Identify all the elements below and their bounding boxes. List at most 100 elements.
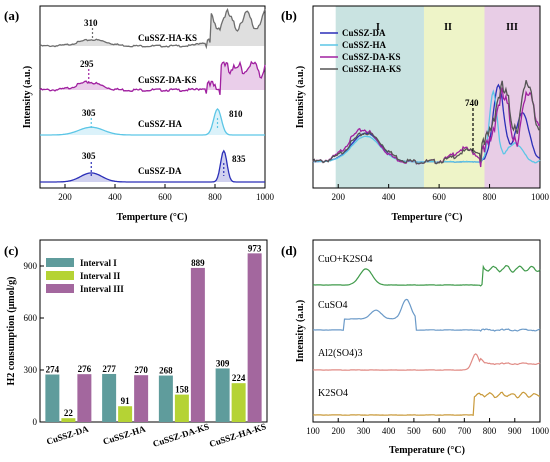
bar xyxy=(45,374,60,422)
xtick-label: 100 xyxy=(306,426,320,436)
legend-swatch-interval-i xyxy=(46,258,74,267)
legend-label-ha-ks: CuSSZ-HA-KS xyxy=(342,64,401,74)
curve-line xyxy=(39,7,266,50)
bar-value-label: 276 xyxy=(78,364,92,374)
panel-b-regions xyxy=(335,6,540,188)
panel-d-xticks: 100 200 300 400 500 600 700 800 900 1000 xyxy=(306,418,550,436)
region-label-ii: II xyxy=(444,22,452,33)
label-cuo-k2so4: CuO+K2SO4 xyxy=(318,254,373,265)
legend-label-ha: CuSSZ-HA xyxy=(342,40,387,50)
bar xyxy=(118,406,133,422)
panel-d: (d) Intensity (a.u.) Temperature (°C) 10… xyxy=(281,239,550,456)
xtick-label: 200 xyxy=(58,192,72,202)
annotation-740: 740 xyxy=(465,98,479,108)
panel-d-ylabel: Intensity (a.u.) xyxy=(295,300,306,363)
bar xyxy=(190,267,205,422)
region-band xyxy=(335,6,424,188)
xtick-label: 400 xyxy=(382,426,396,436)
bar-value-label: 973 xyxy=(248,243,262,253)
label-al2so43: Al2(SO4)3 xyxy=(318,348,362,359)
bar-value-label: 309 xyxy=(216,358,230,368)
curve-line xyxy=(39,60,266,95)
legend-swatch-interval-iii xyxy=(46,284,74,293)
curve-line xyxy=(312,264,541,287)
panel-b-legend: CuSSZ-DA CuSSZ-HA CuSSZ-DA-KS CuSSZ-HA-K… xyxy=(320,28,401,74)
curve-line xyxy=(312,80,541,165)
panel-a-ylabel: Intensity (a.u.) xyxy=(22,66,33,129)
region-band xyxy=(423,6,485,188)
panel-c: (c) H2 consumption (μmol/g) 0 300 600 900 2… xyxy=(4,239,268,449)
ytick-label: 600 xyxy=(24,313,38,323)
xtick-label: 600 xyxy=(158,192,172,202)
series-label-ha: CuSSZ-HA xyxy=(138,119,183,129)
legend-label-interval-i: Interval I xyxy=(80,258,117,268)
region-label-iii: III xyxy=(506,22,518,33)
bar-value-label: 268 xyxy=(159,366,173,376)
panel-a-frame xyxy=(39,5,266,189)
panel-b-curves xyxy=(312,80,541,168)
panel-d-frame xyxy=(312,239,541,423)
panel-d-curves xyxy=(312,264,541,416)
series-label-ha-ks: CuSSZ-HA-KS xyxy=(138,33,197,43)
xtick-label: 1000 xyxy=(531,426,550,436)
peak-label-305-ha: 305 xyxy=(82,108,96,118)
bar-value-label: 91 xyxy=(121,396,131,406)
bar-value-label: 277 xyxy=(102,364,116,374)
curve-fill xyxy=(40,109,265,135)
bar xyxy=(158,375,173,422)
panel-a-label: (a) xyxy=(4,8,19,23)
xtick-label: 800 xyxy=(483,426,497,436)
xtick-label: 200 xyxy=(331,426,345,436)
label-k2so4: K2SO4 xyxy=(318,388,348,399)
panel-c-ylabel: H2 consumption (μmol/g) xyxy=(6,276,17,385)
panel-a-xlabel: Temperture (°C) xyxy=(117,212,188,223)
bar xyxy=(231,383,246,422)
xtick-label: 400 xyxy=(108,192,122,202)
curve-fill xyxy=(40,61,265,95)
bar-value-label: 274 xyxy=(46,365,60,375)
panel-a-series-labels: CuSSZ-HA-KS CuSSZ-DA-KS CuSSZ-HA CuSSZ-D… xyxy=(80,18,246,176)
legend-label-interval-iii: Interval III xyxy=(80,284,124,294)
legend-label-da-ks: CuSSZ-DA-KS xyxy=(342,52,401,62)
panel-b-frame xyxy=(312,5,541,189)
xtick-label: 400 xyxy=(382,192,396,202)
category-label: CuSSZ-HA-KS xyxy=(208,421,267,449)
bar-value-label: 889 xyxy=(191,258,205,268)
xtick-label: 800 xyxy=(208,192,222,202)
bar xyxy=(215,368,230,422)
category-label: CuSSZ-DA xyxy=(45,424,90,447)
peak-label-810: 810 xyxy=(229,109,243,119)
panel-c-label: (c) xyxy=(4,243,18,258)
curve-line xyxy=(312,353,541,371)
xtick-label: 300 xyxy=(357,426,371,436)
curve-line xyxy=(40,149,265,183)
legend-label-interval-ii: Interval II xyxy=(80,271,121,281)
region-label-i: I xyxy=(376,22,380,33)
panel-b-xticks: 200 400 600 800 1000 xyxy=(331,184,550,202)
panel-c-yticks: 0 300 600 900 xyxy=(24,261,44,427)
curve-line xyxy=(312,298,541,332)
bar xyxy=(102,373,117,422)
bar-value-label: 158 xyxy=(175,385,189,395)
curve-fill xyxy=(40,9,265,47)
panel-b-xlabel: Temperture (°C) xyxy=(392,212,463,223)
panel-b-label: (b) xyxy=(281,8,297,23)
panel-d-xlabel: Temperature (°C) xyxy=(389,445,465,456)
panel-a: (a) Intensity (a.u.) Temperture (°C) 200… xyxy=(4,5,275,223)
curve-line xyxy=(40,108,265,136)
peak-label-305-da: 305 xyxy=(82,151,96,161)
legend-swatch-interval-ii xyxy=(46,271,74,280)
panel-a-xticks: 200 400 600 800 1000 xyxy=(58,184,275,202)
series-label-da: CuSSZ-DA xyxy=(138,166,182,176)
bar xyxy=(61,418,76,422)
bar-value-label: 270 xyxy=(134,365,148,375)
xtick-label: 1000 xyxy=(256,192,275,202)
ytick-label: 900 xyxy=(24,261,38,271)
bar-value-label: 22 xyxy=(64,408,74,418)
series-label-da-ks: CuSSZ-DA-KS xyxy=(138,75,197,85)
ytick-label: 300 xyxy=(24,365,38,375)
xtick-label: 600 xyxy=(432,192,446,202)
